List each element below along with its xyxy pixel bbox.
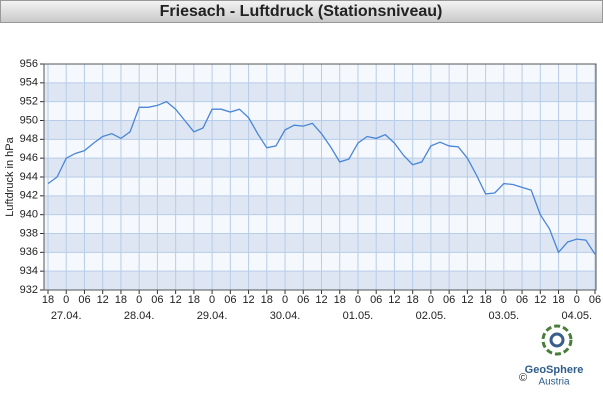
grid-band — [44, 233, 596, 253]
date-label: 28.04. — [124, 310, 155, 322]
x-tick-label: 18 — [407, 294, 419, 306]
copyright: © — [519, 372, 527, 384]
x-tick-label: 12 — [97, 294, 109, 306]
x-tick-label: 12 — [170, 294, 182, 306]
logo-icon — [549, 332, 565, 348]
date-label: 02.05. — [416, 310, 447, 322]
grid-band — [44, 271, 596, 290]
x-tick-label: 0 — [501, 294, 507, 306]
x-tick-label: 12 — [461, 294, 473, 306]
x-tick-label: 06 — [443, 294, 455, 306]
date-label: 03.05. — [489, 310, 520, 322]
x-tick-label: 0 — [355, 294, 361, 306]
grid-band — [44, 120, 596, 140]
y-tick-label: 938 — [20, 227, 38, 239]
x-tick-label: 06 — [370, 294, 382, 306]
y-tick-label: 942 — [20, 190, 38, 202]
x-tick-label: 06 — [78, 294, 90, 306]
logo-sub: Austria — [538, 377, 570, 388]
x-tick-label: 06 — [516, 294, 528, 306]
date-label: 27.04. — [51, 310, 82, 322]
x-tick-label: 0 — [574, 294, 580, 306]
date-label: 04.05. — [561, 310, 592, 322]
x-tick-label: 06 — [224, 294, 236, 306]
x-tick-label: 06 — [297, 294, 309, 306]
x-tick-label: 0 — [136, 294, 142, 306]
y-tick-label: 950 — [20, 114, 38, 126]
y-tick-label: 944 — [20, 171, 38, 183]
x-tick-label: 0 — [209, 294, 215, 306]
x-tick-label: 12 — [388, 294, 400, 306]
x-tick-label: 0 — [282, 294, 288, 306]
x-tick-label: 18 — [552, 294, 564, 306]
x-tick-label: 18 — [115, 294, 127, 306]
data-line — [47, 100, 596, 255]
x-tick-label: 18 — [261, 294, 273, 306]
x-tick-label: 12 — [315, 294, 327, 306]
x-tick-label: 12 — [242, 294, 254, 306]
chart-title: Friesach - Luftdruck (Stationsniveau) — [160, 3, 443, 20]
x-tick-label: 18 — [334, 294, 346, 306]
x-tick-label: 18 — [42, 294, 54, 306]
plot-border — [43, 63, 597, 291]
grid-band — [44, 158, 596, 177]
grid-band — [44, 195, 596, 215]
x-tick-label: 12 — [534, 294, 546, 306]
y-tick-label: 936 — [20, 246, 38, 258]
x-tick-label: 18 — [479, 294, 491, 306]
y-tick-label: 946 — [20, 152, 38, 164]
x-tick-label: 0 — [428, 294, 434, 306]
x-tick-label: 06 — [151, 294, 163, 306]
y-tick-label: 934 — [20, 265, 38, 277]
plot-area: 932 934 936 938 940 942 944 946 948 950 952 954 956 1… — [20, 58, 601, 322]
logo: GeoSphere Austria © — [519, 324, 584, 388]
y-tick-label: 940 — [20, 209, 38, 221]
y-tick-label: 952 — [20, 96, 38, 108]
logo-name: GeoSphere — [525, 364, 584, 376]
date-label: 30.04. — [270, 310, 301, 322]
date-label: 01.05. — [343, 310, 374, 322]
y-tick-label: 956 — [20, 58, 38, 70]
y-axis-label: Luftdruck in hPa — [4, 136, 16, 216]
y-tick-label: 932 — [20, 284, 38, 296]
y-tick-label: 948 — [20, 133, 38, 145]
x-tick-label: 06 — [589, 294, 601, 306]
y-tick-label: 954 — [20, 77, 38, 89]
date-label: 29.04. — [197, 310, 228, 322]
logo-icon — [541, 324, 573, 356]
x-tick-label: 0 — [63, 294, 69, 306]
x-tick-label: 18 — [188, 294, 200, 306]
grid-band — [44, 82, 596, 102]
